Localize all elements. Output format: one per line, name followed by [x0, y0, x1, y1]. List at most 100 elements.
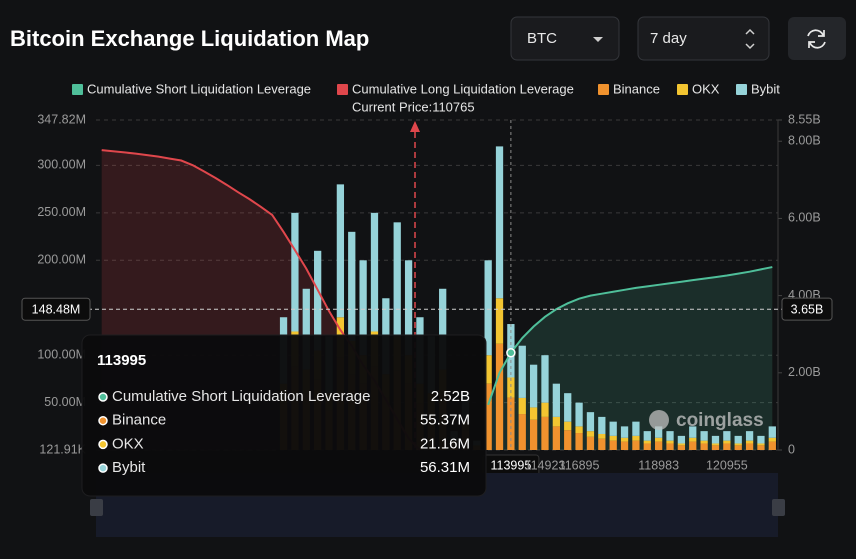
y-tick-label: 100.00M	[37, 348, 86, 362]
bar	[393, 222, 401, 337]
bar	[552, 416, 560, 427]
bar	[745, 431, 754, 441]
legend-swatch	[598, 84, 609, 95]
caret	[593, 37, 603, 42]
bar	[518, 345, 526, 398]
select-box[interactable]	[510, 16, 620, 61]
bar	[666, 443, 674, 450]
slider-handle[interactable]	[90, 499, 103, 516]
x-tick-label: 118983	[638, 458, 679, 472]
bar	[757, 445, 765, 450]
legend-swatch	[337, 84, 348, 95]
crosshair-y2-label: 3.65B	[791, 302, 824, 316]
bar	[495, 298, 504, 344]
bar	[620, 426, 629, 438]
line	[487, 266, 773, 406]
bar	[564, 393, 572, 422]
bar	[655, 441, 663, 450]
bar	[757, 443, 765, 446]
tooltip-name: Bybit	[112, 459, 146, 476]
legend-label: OKX	[692, 81, 720, 96]
legend-label: Bybit	[751, 81, 780, 96]
legend-label: Cumulative Long Liquidation Leverage	[352, 81, 574, 96]
refresh-button[interactable]	[788, 17, 846, 60]
bar	[348, 231, 356, 341]
bar	[495, 343, 504, 450]
tooltip-dot	[98, 463, 108, 473]
bar	[598, 416, 606, 434]
bar	[529, 407, 538, 420]
bar	[768, 441, 776, 450]
bar	[666, 440, 674, 444]
tooltip-value: 56.31M	[420, 459, 470, 476]
bar	[666, 431, 674, 441]
crosshair-y-box	[21, 297, 91, 321]
slider-handle[interactable]	[772, 499, 785, 516]
tooltip-value: 21.16M	[420, 435, 470, 452]
bar	[564, 430, 572, 450]
x-tick-label: 114923	[525, 458, 566, 472]
current-price-label: Current Price:110765	[352, 99, 475, 114]
crosshair-y2-box	[781, 297, 833, 321]
bar	[655, 437, 663, 442]
bar	[620, 441, 629, 450]
bar	[609, 421, 617, 436]
y-tick-label: 300.00M	[37, 158, 86, 172]
tooltip-dot	[98, 392, 108, 402]
bar	[484, 383, 492, 450]
bar	[529, 419, 538, 450]
hover-point	[506, 347, 516, 358]
button-box[interactable]	[788, 17, 846, 60]
bar	[723, 440, 731, 444]
tooltip-value: 2.52B	[431, 388, 470, 405]
bar	[768, 437, 776, 442]
bar	[575, 402, 583, 427]
y-tick-label: 250.00M	[37, 205, 86, 219]
bar	[336, 184, 345, 318]
bar	[632, 440, 640, 450]
bar	[643, 431, 651, 441]
legend-swatch	[677, 84, 688, 95]
y2-tick-label: 8.00B	[788, 134, 821, 148]
bar	[745, 443, 754, 450]
watermark-text: coinglass	[676, 410, 764, 431]
bar	[598, 433, 606, 439]
bar	[291, 212, 299, 332]
bar	[507, 377, 515, 398]
bar	[541, 355, 549, 403]
bar	[643, 443, 651, 450]
legend: Cumulative Short Liquidation Leverage Cum…	[72, 81, 780, 96]
bar	[518, 397, 526, 415]
x-tick-label: 113995	[490, 458, 531, 472]
refresh-icon	[807, 29, 826, 49]
y-tick-label: 200.00M	[37, 253, 86, 267]
tooltip-title: 113995	[97, 352, 146, 369]
bar	[700, 440, 708, 444]
bar	[655, 426, 663, 438]
bar	[757, 435, 765, 444]
symbol-select[interactable]: BTC	[510, 16, 620, 61]
tooltip-dot	[98, 439, 108, 450]
bar	[541, 416, 549, 450]
bar	[734, 445, 742, 450]
bar	[620, 437, 629, 442]
watermark-logo	[649, 410, 669, 430]
chart-title: Bitcoin Exchange Liquidation Map	[10, 26, 369, 51]
crosshair-y-label: 148.48M	[32, 302, 81, 316]
overlay: 148.48M 3.65B 113995 Cumulative Short Liqui…	[21, 120, 833, 497]
bar	[564, 421, 572, 431]
bar	[507, 397, 515, 450]
x-tick-label: 116895	[559, 458, 600, 472]
bar	[768, 426, 776, 438]
y-tick-label: 347.82M	[37, 112, 86, 126]
select-box[interactable]	[637, 16, 770, 61]
tooltip-name: Cumulative Short Liquidation Leverage	[112, 388, 371, 405]
period-select[interactable]: 7 day	[637, 16, 770, 61]
select-value[interactable]: BTC	[527, 30, 557, 47]
select-value[interactable]: 7 day	[650, 30, 687, 47]
watermark: coinglass	[649, 410, 764, 431]
bar	[586, 431, 595, 437]
bar	[302, 288, 310, 370]
bar	[575, 426, 583, 434]
y-tick-label: 50.00M	[44, 395, 86, 409]
